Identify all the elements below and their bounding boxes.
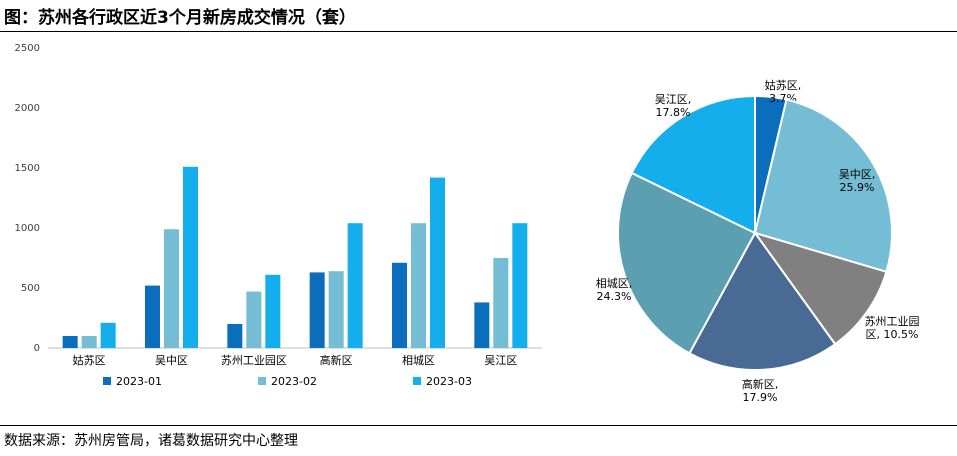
x-tick-label: 吴江区 — [484, 354, 517, 367]
bar-2023-02-吴中区 — [164, 229, 179, 348]
pie-label-高新区: 高新区, 17.9% — [742, 377, 779, 404]
y-tick-label: 2500 — [15, 43, 40, 54]
bottom-rule — [0, 425, 957, 426]
bar-2023-01-姑苏区 — [62, 336, 78, 348]
bar-2023-03-吴江区 — [512, 223, 528, 348]
pie-slice-吴江区 — [630, 94, 756, 235]
bar-2023-03-高新区 — [347, 223, 363, 348]
y-tick-label: 1500 — [15, 163, 40, 174]
legend-label: 2023-03 — [426, 375, 472, 388]
bar-2023-02-苏州工业园区 — [246, 291, 262, 348]
y-tick-label: 2000 — [15, 103, 40, 114]
pie-chart: 姑苏区, 3.7% 吴中区, 25.9% 苏州工业园区, 10.5% 高新区, 17.9% 相… — [596, 79, 920, 404]
pie-label-吴中区: 吴中区, 25.9% — [839, 168, 876, 194]
pie-label-相城区: 相城区, 24.3% — [596, 277, 633, 303]
x-tick-label: 苏州工业园区 — [221, 354, 287, 367]
pie-label-吴江区: 吴江区, 17.8% — [655, 93, 692, 119]
pie-slice-吴中区 — [753, 98, 893, 274]
x-tick-label: 吴中区 — [155, 354, 188, 367]
pie-label-姑苏区: 姑苏区, 3.7% — [765, 79, 802, 105]
x-tick-label: 高新区 — [320, 353, 353, 367]
bar-2023-03-苏州工业园区 — [265, 274, 281, 348]
legend-swatch-2023-01 — [103, 377, 111, 385]
y-tick-label: 0 — [34, 343, 40, 354]
bar-2023-03-吴中区 — [183, 166, 198, 348]
bar-2023-03-姑苏区 — [100, 322, 116, 348]
bar-2023-01-高新区 — [309, 272, 325, 348]
bar-2023-01-苏州工业园区 — [227, 324, 243, 348]
top-rule — [0, 31, 957, 32]
x-tick-label: 相城区 — [402, 354, 435, 367]
legend-label: 2023-02 — [271, 375, 317, 388]
pie-slice-苏州工业园区 — [752, 231, 888, 346]
y-tick-label: 500 — [21, 283, 40, 294]
bar-2023-01-吴中区 — [145, 285, 160, 348]
pie-label-苏州工业园区: 苏州工业园区, 10.5% — [865, 315, 920, 341]
pie-slice-相城区 — [617, 171, 757, 355]
bar-2023-02-吴江区 — [493, 258, 509, 348]
bar-2023-02-高新区 — [328, 271, 344, 348]
bar-2023-02-相城区 — [411, 223, 426, 348]
bar-2023-03-相城区 — [430, 177, 445, 348]
legend-swatch-2023-03 — [413, 377, 421, 385]
bar-chart: 0 500 1000 1500 2000 2500 姑苏区 吴中区 苏州工业园区 高新区 相城区 吴江… — [15, 43, 542, 388]
bar-2023-01-相城区 — [392, 262, 407, 348]
pie-slice-高新区 — [688, 231, 837, 371]
source-note: 数据来源：苏州房管局，诸葛数据研究中心整理 — [4, 433, 298, 449]
bar-2023-02-姑苏区 — [81, 336, 97, 348]
y-tick-label: 1000 — [15, 223, 40, 234]
legend-label: 2023-01 — [116, 375, 162, 388]
bar-2023-01-吴江区 — [474, 302, 490, 348]
x-tick-label: 姑苏区 — [73, 354, 106, 367]
legend-swatch-2023-02 — [258, 377, 266, 385]
chart-title: 图：苏州各行政区近3个月新房成交情况（套） — [4, 8, 356, 28]
